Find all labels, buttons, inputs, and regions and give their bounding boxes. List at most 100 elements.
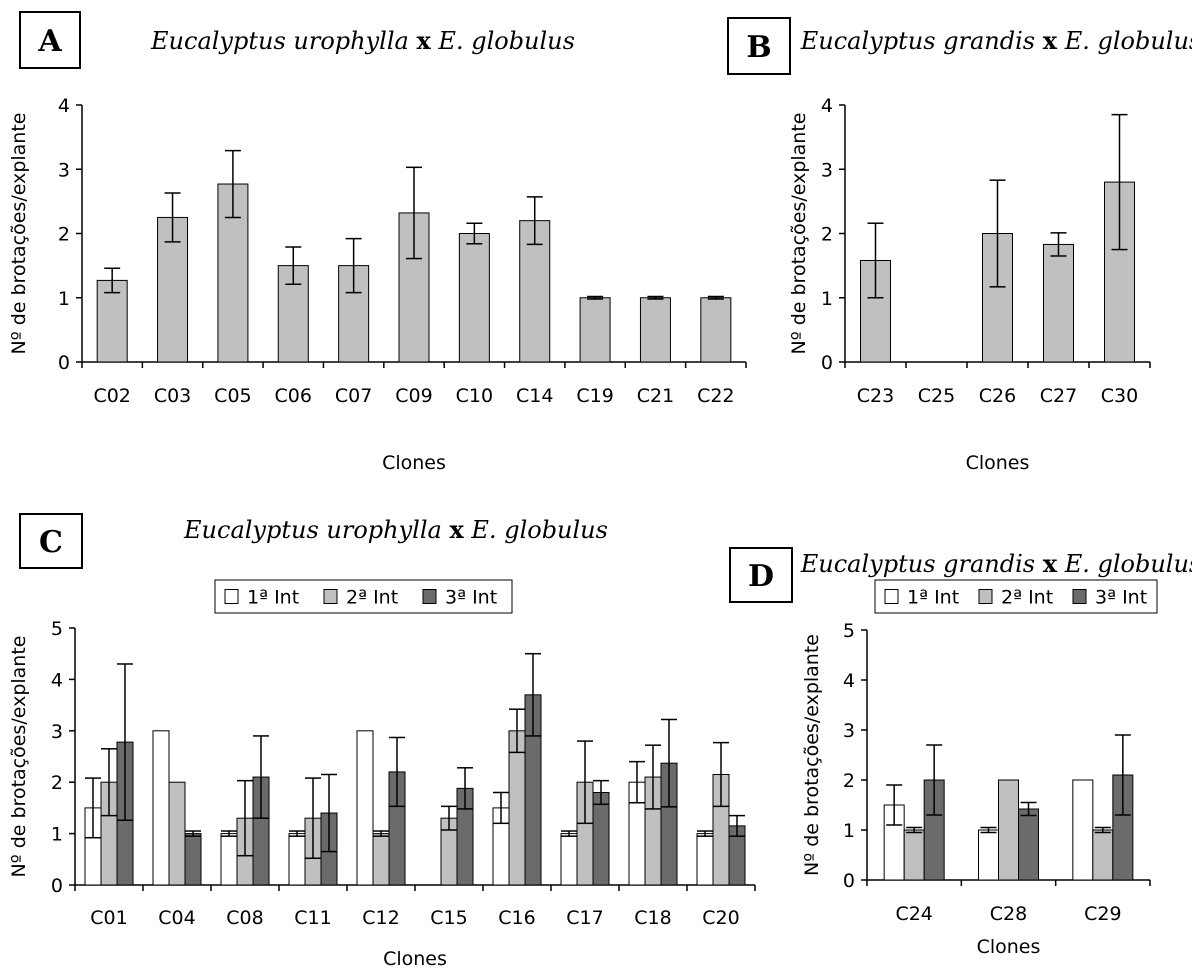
y-tick-label: 0 [51, 875, 63, 897]
bar [372, 833, 390, 886]
panel-b-title-species2: E. globulus [1064, 27, 1192, 55]
panel-b-plot: 0 1 2 3 4 C23 C25 C26 C27 C30 Clones Nº de brotaçõe… [788, 95, 1151, 474]
y-tick-label: 3 [821, 159, 833, 181]
legend-label: 3ª Int [1095, 587, 1147, 609]
y-axis-title: Nº de brotações/explante [8, 113, 30, 355]
panel-b-letter: B [746, 30, 771, 65]
y-tick-label: 0 [843, 870, 855, 892]
bar [579, 297, 611, 363]
legend-label: 2ª Int [1001, 587, 1053, 609]
panel-d-plot: 0 1 2 3 4 5 C24 C28 C29 Clones Nº de brotações/exp… [801, 579, 1158, 958]
legend-swatch [1072, 589, 1087, 604]
x-tick-label: C30 [1101, 385, 1138, 407]
x-tick-label: C08 [226, 907, 263, 929]
panel-b-header: B Eucalyptus grandis x E. globulus [727, 17, 1192, 75]
x-tick-label: C29 [1084, 903, 1121, 925]
y-tick-label: 4 [58, 95, 70, 117]
y-tick-label: 5 [51, 618, 63, 640]
bar [220, 833, 238, 886]
x-tick-label: C03 [154, 385, 191, 407]
panel-a-letter: A [37, 24, 62, 59]
y-tick-label: 4 [821, 95, 833, 117]
legend-swatch [422, 589, 437, 604]
y-tick-label: 2 [58, 224, 70, 246]
y-tick-label: 3 [58, 159, 70, 181]
y-tick-label: 0 [58, 352, 70, 374]
bar [700, 297, 732, 363]
x-tick-label: C23 [857, 385, 894, 407]
panel-d-label-box [729, 547, 793, 603]
x-tick-label: C26 [979, 385, 1016, 407]
y-tick-label: 3 [51, 721, 63, 743]
bar [458, 233, 490, 363]
y-tick-label: 5 [843, 620, 855, 642]
panel-b-label-box [727, 17, 791, 75]
x-tick-label: C24 [895, 903, 932, 925]
y-tick-label: 1 [51, 824, 63, 846]
legend-label: 3ª Int [445, 587, 497, 609]
legend-label: 1ª Int [247, 587, 299, 609]
x-tick-label: C21 [637, 385, 674, 407]
y-tick-label: 4 [843, 670, 855, 692]
panel-a-title-species1: Eucalyptus urophylla [150, 27, 409, 55]
bar [903, 829, 925, 881]
y-tick-label: 3 [843, 720, 855, 742]
panel-d-title-species2: E. globulus [1064, 550, 1192, 578]
y-tick-label: 0 [821, 352, 833, 374]
bar [696, 833, 714, 886]
x-tick-label: C11 [294, 907, 331, 929]
panel-d-title-x: x [1043, 549, 1058, 578]
legend-label: 2ª Int [346, 587, 398, 609]
panel-c-title-species2: E. globulus [470, 516, 608, 544]
panel-a-title-x: x [416, 26, 431, 55]
x-tick-label: C17 [566, 907, 603, 929]
legend-swatch [978, 589, 993, 604]
x-tick-label: C16 [498, 907, 535, 929]
panel-a-label-box [19, 11, 81, 69]
x-tick-label: C28 [990, 903, 1027, 925]
panel-c-plot: 0 1 2 3 4 5 C01 C04 C08 C11 C12 C15 C16 C17 C18 C20 Clon… [8, 579, 756, 970]
panel-d-letter: D [748, 559, 774, 594]
x-tick-label: C14 [516, 385, 553, 407]
y-tick-label: 1 [843, 820, 855, 842]
panel-c-title-x: x [449, 515, 464, 544]
x-axis-title: Clones [966, 452, 1030, 474]
x-tick-label: C19 [576, 385, 613, 407]
panel-c-label-box [19, 513, 83, 569]
legend-label: 1ª Int [907, 587, 959, 609]
y-tick-label: 2 [821, 224, 833, 246]
panel-a-header: A Eucalyptus urophylla x E. globulus [19, 11, 575, 69]
bar [288, 833, 306, 886]
y-tick-label: 2 [51, 772, 63, 794]
legend-swatch [323, 589, 338, 604]
x-tick-label: C06 [275, 385, 312, 407]
panel-c-letter: C [39, 525, 63, 560]
bar [1072, 779, 1094, 881]
bar [998, 779, 1019, 881]
panel-c-header: C Eucalyptus urophylla x E. globulus [19, 513, 608, 569]
bar [96, 279, 128, 363]
x-tick-label: C12 [362, 907, 399, 929]
x-tick-label: C25 [918, 385, 955, 407]
x-tick-label: C01 [90, 907, 127, 929]
y-axis-title: Nº de brotações/explante [8, 636, 30, 878]
y-tick-label: 1 [58, 288, 70, 310]
bar [978, 829, 999, 881]
x-tick-label: C09 [395, 385, 432, 407]
bar [508, 730, 526, 886]
y-axis-title: Nº de brotações/explante [801, 634, 823, 876]
x-tick-label: C27 [1040, 385, 1077, 407]
x-tick-label: C04 [158, 907, 195, 929]
x-axis-title: Clones [382, 452, 446, 474]
panel-a-title: Eucalyptus urophylla x E. globulus [150, 26, 575, 55]
legend-swatch [884, 589, 899, 604]
x-axis-title: Clones [977, 936, 1041, 958]
x-tick-label: C02 [93, 385, 130, 407]
panel-b-title-x: x [1043, 26, 1058, 55]
panel-a-plot: 0 1 2 3 4 C02 C03 C05 C06 C07 C09 C10 C14 C19 C21 C22 Cl… [8, 95, 747, 474]
bar [1043, 243, 1074, 363]
y-tick-label: 2 [843, 770, 855, 792]
x-tick-label: C05 [214, 385, 251, 407]
legend-frame [214, 579, 513, 614]
bar [168, 781, 186, 886]
